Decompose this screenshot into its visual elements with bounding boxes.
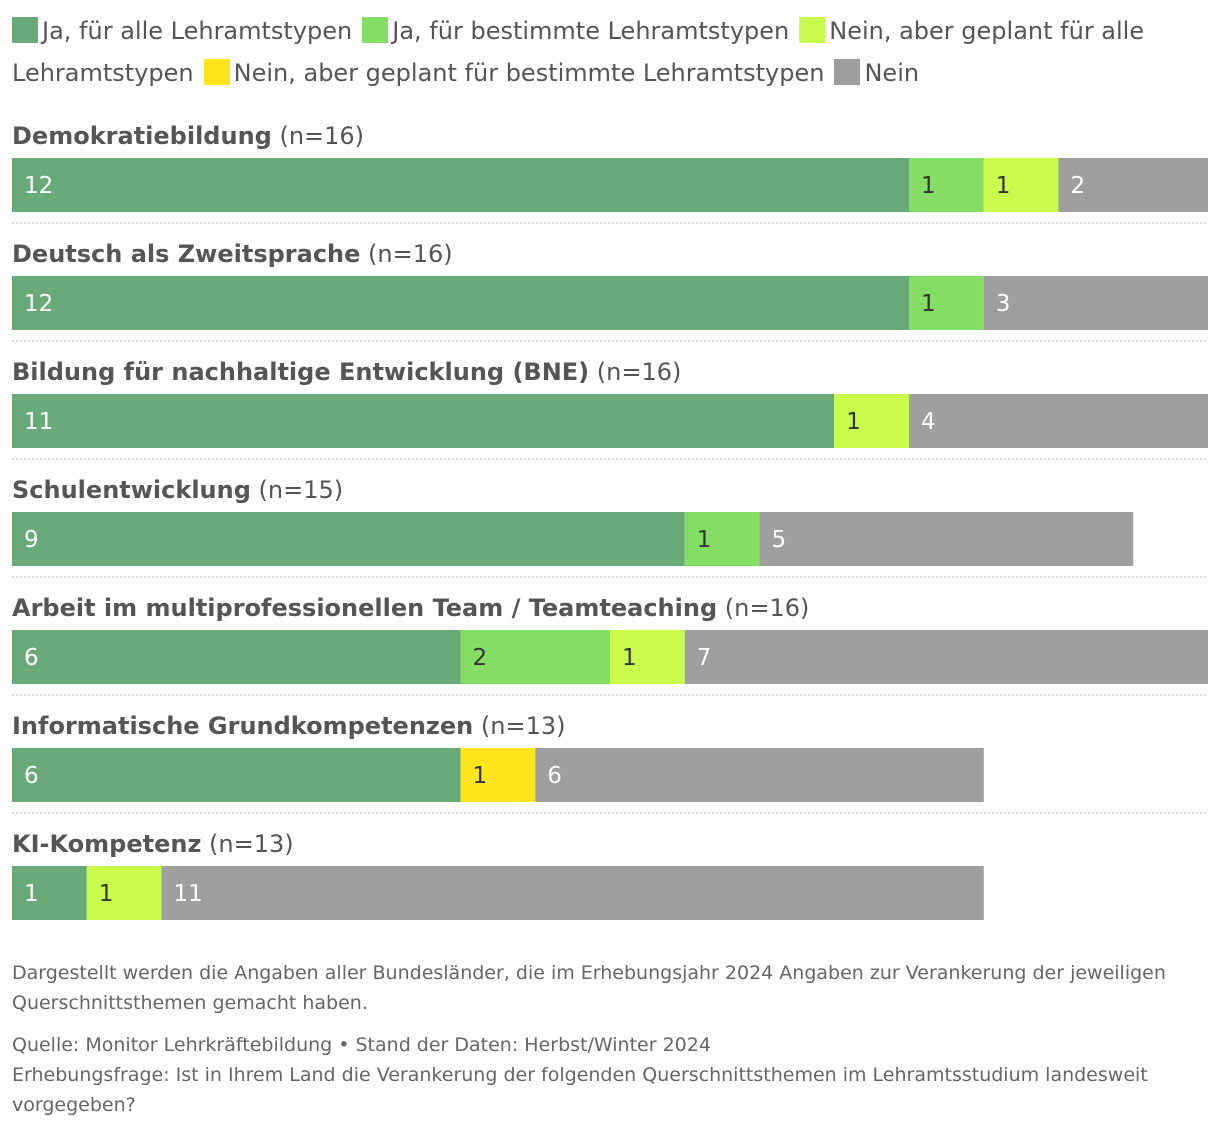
bar-segment (12, 866, 87, 920)
bar-value-label: 1 (846, 409, 861, 435)
category-n: (n=13) (201, 830, 293, 858)
bar-value-label: 2 (1071, 173, 1086, 199)
category-n: (n=16) (717, 594, 809, 622)
footer-question: Erhebungsfrage: Ist in Ihrem Land die Ve… (12, 1064, 1148, 1116)
category-n: (n=15) (251, 476, 343, 504)
legend-item: Nein, aber geplant für alle Lehramtstype… (12, 17, 1144, 87)
bar-value-label: 12 (24, 291, 53, 317)
bar-segment (909, 276, 984, 330)
legend-swatch (799, 17, 826, 43)
bar-value-label: 1 (996, 173, 1011, 199)
bar-segment (610, 630, 685, 684)
footer-source: Quelle: Monitor Lehrkräftebildung • Stan… (12, 1034, 711, 1056)
bar-segment (909, 158, 984, 212)
category-name: Bildung für nachhaltige Entwicklung (BNE… (12, 358, 589, 386)
bar-value-label: 1 (921, 291, 936, 317)
legend-item: Ja, für bestimmte Lehramtstypen (362, 17, 789, 45)
category-n: (n=16) (589, 358, 681, 386)
bar-value-label: 6 (24, 763, 39, 789)
bar-value-label: 7 (697, 645, 712, 671)
bar-segment (12, 748, 461, 802)
bar-value-label: 6 (547, 763, 562, 789)
bar-value-label: 1 (24, 881, 39, 907)
bar-segment (161, 866, 984, 920)
legend-swatch (203, 59, 230, 85)
bar-segment (1058, 158, 1208, 212)
bar-segment (12, 394, 835, 448)
bar-value-label: 1 (473, 763, 488, 789)
bar-segment (460, 630, 610, 684)
category-n: (n=16) (272, 122, 364, 150)
category-name: Schulentwicklung (12, 476, 251, 504)
legend-swatch (12, 17, 38, 43)
legend-label: Nein, aber geplant für bestimmte Lehramt… (233, 59, 825, 87)
bar-segment (834, 394, 909, 448)
category-n: (n=16) (360, 240, 452, 268)
category-name: Arbeit im multiprofessionellen Team / Te… (12, 594, 717, 622)
legend-label: Nein (864, 59, 920, 87)
bar-value-label: 1 (921, 173, 936, 199)
bar-value-label: 2 (473, 645, 488, 671)
bar-segment (684, 512, 760, 566)
bar-value-label: 1 (622, 645, 637, 671)
bar-segment (684, 630, 1208, 684)
bar-segment (460, 748, 536, 802)
legend-label: Ja, für bestimmte Lehramtstypen (392, 17, 790, 45)
category-label: Bildung für nachhaltige Entwicklung (BNE… (12, 358, 681, 386)
category-name: Informatische Grundkompetenzen (12, 712, 473, 740)
bar-segment (12, 512, 685, 566)
bar-segment (12, 630, 461, 684)
category-name: Demokratiebildung (12, 122, 272, 150)
bar-value-label: 11 (24, 409, 53, 435)
category-name: KI-Kompetenz (12, 830, 201, 858)
bar-value-label: 3 (996, 291, 1011, 317)
legend-item: Nein (834, 59, 919, 87)
bar-value-label: 5 (772, 527, 787, 553)
bar-value-label: 11 (174, 881, 203, 907)
bar-value-label: 12 (24, 173, 53, 199)
bar-segment (12, 158, 909, 212)
chart-footer: Dargestellt werden die Angaben aller Bun… (12, 958, 1208, 1120)
category-label: Informatische Grundkompetenzen (n=13) (12, 712, 565, 740)
category-name: Deutsch als Zweitsprache (12, 240, 360, 268)
chart-legend: Ja, für alle Lehramtstypen Ja, für bestim… (12, 10, 1202, 94)
legend-item: Nein, aber geplant für bestimmte Lehramt… (203, 59, 825, 87)
bar-segment (983, 276, 1208, 330)
bar-segment (909, 394, 1208, 448)
bar-value-label: 4 (921, 409, 936, 435)
legend-label: Nein, aber geplant für alle Lehramtstype… (12, 17, 1145, 87)
bar-segment (535, 748, 984, 802)
bar-segment (12, 276, 909, 330)
category-label: Deutsch als Zweitsprache (n=16) (12, 240, 453, 268)
legend-item: Ja, für alle Lehramtstypen (12, 17, 352, 45)
bar-value-label: 6 (24, 645, 39, 671)
category-label: Demokratiebildung (n=16) (12, 122, 364, 150)
bar-value-label: 9 (24, 527, 39, 553)
bar-segment (983, 158, 1059, 212)
legend-label: Ja, für alle Lehramtstypen (42, 17, 353, 45)
bar-value-label: 1 (99, 881, 114, 907)
bar-segment (86, 866, 162, 920)
category-n: (n=13) (473, 712, 565, 740)
bar-segment (759, 512, 1134, 566)
category-label: KI-Kompetenz (n=13) (12, 830, 294, 858)
category-label: Arbeit im multiprofessionellen Team / Te… (12, 594, 809, 622)
legend-swatch (834, 59, 861, 85)
category-label: Schulentwicklung (n=15) (12, 476, 343, 504)
legend-swatch (362, 17, 389, 43)
footer-note: Dargestellt werden die Angaben aller Bun… (12, 962, 1166, 1014)
bar-value-label: 1 (697, 527, 712, 553)
